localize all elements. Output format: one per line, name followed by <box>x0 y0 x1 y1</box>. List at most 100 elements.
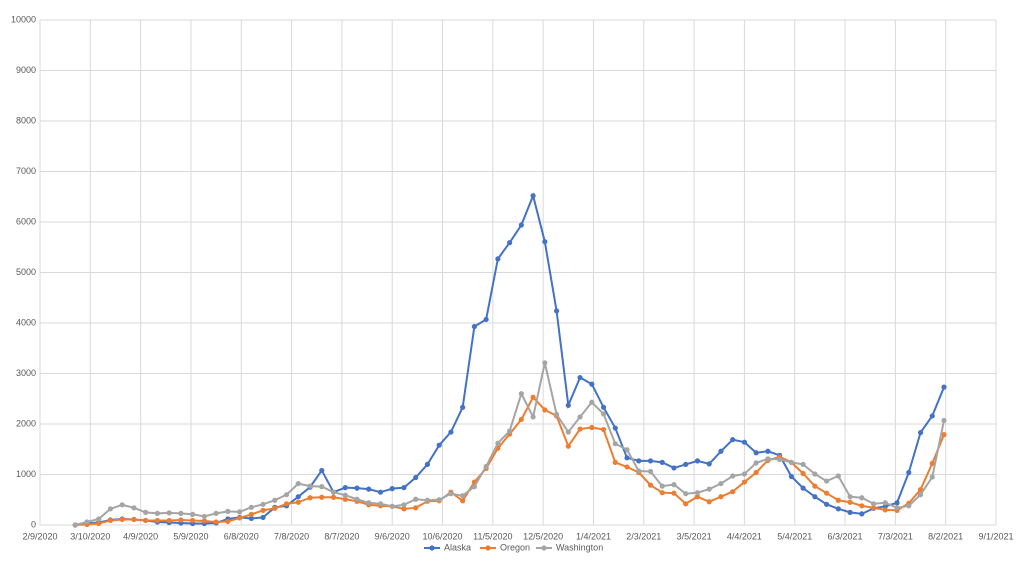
data-point <box>859 503 865 509</box>
data-point <box>530 193 536 199</box>
data-point <box>589 424 595 431</box>
data-point <box>413 496 419 502</box>
data-point <box>530 394 536 400</box>
x-tick-label: 8/2/2021 <box>928 531 963 541</box>
data-point <box>366 500 372 506</box>
series-line <box>74 362 945 526</box>
data-point <box>295 499 301 505</box>
x-tick-label: 2/3/2021 <box>626 531 661 541</box>
data-point <box>824 478 830 484</box>
legend-marker <box>429 545 435 551</box>
data-point <box>143 517 149 524</box>
data-point <box>436 497 442 503</box>
data-point <box>542 407 548 413</box>
data-point <box>483 463 489 470</box>
data-point <box>119 516 125 523</box>
data-point <box>847 509 853 515</box>
data-point <box>812 471 818 477</box>
data-point <box>929 460 935 466</box>
data-point <box>448 429 454 435</box>
data-point <box>248 515 254 522</box>
legend-label: Oregon <box>500 542 530 552</box>
data-point <box>577 414 583 420</box>
data-point <box>659 490 665 496</box>
data-point <box>870 501 877 507</box>
data-point <box>178 510 184 516</box>
data-point <box>929 474 935 480</box>
data-point <box>542 360 548 366</box>
data-point <box>401 502 407 508</box>
data-point <box>272 505 278 511</box>
data-point <box>518 416 524 423</box>
x-tick-label: 4/4/2021 <box>727 531 762 541</box>
data-point <box>460 493 466 499</box>
data-point <box>436 442 442 448</box>
legend-label: Alaska <box>444 542 471 552</box>
data-point <box>753 450 759 456</box>
data-point <box>765 456 771 462</box>
data-point <box>201 513 207 520</box>
x-tick-label: 7/3/2021 <box>878 531 913 541</box>
data-point <box>530 414 536 420</box>
data-point <box>847 499 853 505</box>
data-point <box>577 374 583 381</box>
data-point <box>718 494 724 500</box>
data-point <box>847 494 853 500</box>
y-tick-label: 9000 <box>16 65 36 75</box>
data-point <box>730 489 736 495</box>
data-point <box>683 501 689 507</box>
data-point <box>800 461 806 467</box>
data-point <box>589 381 595 387</box>
data-point <box>236 515 243 521</box>
data-point <box>96 520 102 527</box>
data-point <box>600 404 607 410</box>
data-point <box>143 509 149 515</box>
data-point <box>812 494 818 500</box>
data-point <box>178 517 184 523</box>
data-point <box>788 473 794 480</box>
data-point <box>401 506 407 512</box>
x-tick-label: 3/5/2021 <box>677 531 712 541</box>
data-point <box>248 504 254 510</box>
data-point <box>859 495 865 501</box>
data-point <box>929 413 935 419</box>
data-point <box>213 510 219 516</box>
data-point <box>342 492 348 498</box>
data-point <box>730 437 736 443</box>
data-point <box>788 459 794 465</box>
x-tick-label: 6/8/2020 <box>224 531 259 541</box>
data-point <box>319 467 325 474</box>
legend-label: Washington <box>556 542 603 552</box>
data-point <box>941 384 947 390</box>
data-point <box>96 516 102 522</box>
data-point <box>835 497 841 503</box>
data-point <box>413 474 419 481</box>
y-tick-label: 6000 <box>16 216 36 226</box>
data-point <box>495 256 501 262</box>
data-point <box>201 518 207 524</box>
data-point <box>659 459 665 465</box>
data-point <box>600 426 607 433</box>
data-point <box>683 461 689 467</box>
data-point <box>260 514 266 521</box>
data-point <box>612 459 618 465</box>
data-point <box>565 443 571 449</box>
data-point <box>706 486 712 492</box>
data-point <box>917 429 924 436</box>
data-point <box>413 505 419 511</box>
data-point <box>389 486 395 492</box>
data-point <box>507 240 513 246</box>
data-point <box>260 507 266 513</box>
data-point <box>342 496 348 502</box>
data-point <box>882 507 888 513</box>
x-tick-label: 8/7/2020 <box>324 531 359 541</box>
data-point <box>190 511 196 517</box>
data-point <box>154 517 161 524</box>
data-point <box>295 480 301 487</box>
data-point <box>553 308 560 314</box>
data-point <box>107 506 114 512</box>
data-point <box>72 522 78 528</box>
data-point <box>354 496 360 502</box>
data-point <box>636 458 642 464</box>
data-point <box>671 482 677 488</box>
